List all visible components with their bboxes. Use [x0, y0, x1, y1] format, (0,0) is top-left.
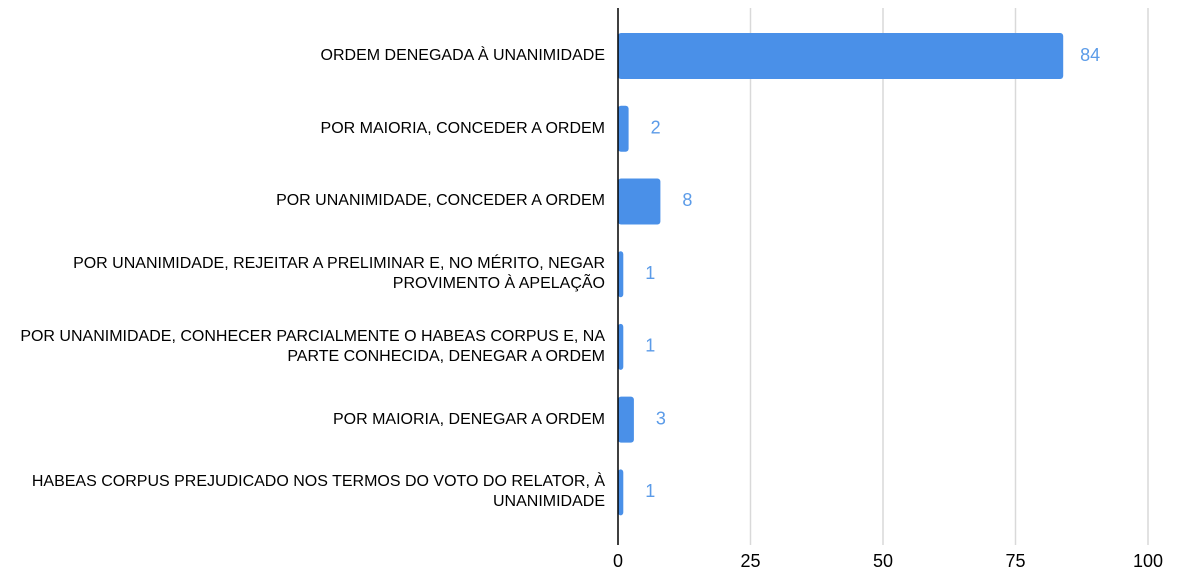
category-label: POR UNANIMIDADE, CONCEDER A ORDEM [276, 192, 605, 210]
x-tick-label: 0 [613, 551, 623, 571]
value-label: 8 [682, 190, 692, 210]
value-label: 84 [1080, 45, 1100, 65]
value-label: 1 [645, 263, 655, 283]
bar [618, 251, 624, 298]
category-label: POR MAIORIA, DENEGAR A ORDEM [332, 410, 605, 428]
category-label: POR UNANIMIDADE, CONHECER PARCIALMENTE O… [20, 327, 605, 365]
x-tick-label: 100 [1133, 551, 1163, 571]
bar [618, 33, 1064, 80]
category-label: HABEAS CORPUS PREJUDICADO NOS TERMOS DO … [31, 473, 605, 511]
value-label: 3 [656, 408, 666, 428]
category-label: POR MAIORIA, CONCEDER A ORDEM [320, 119, 605, 137]
bar [618, 396, 634, 443]
x-tick-label: 50 [873, 551, 893, 571]
value-label: 1 [645, 336, 655, 356]
bar [618, 178, 661, 225]
value-label: 1 [645, 481, 655, 501]
value-label: 2 [651, 118, 661, 138]
x-tick-label: 25 [740, 551, 760, 571]
bar [618, 469, 624, 516]
x-tick-label: 75 [1005, 551, 1025, 571]
category-label: POR UNANIMIDADE, REJEITAR A PRELIMINAR E… [73, 255, 605, 293]
category-label: ORDEM DENEGADA À UNANIMIDADE [320, 47, 605, 65]
bar [618, 105, 629, 152]
bar [618, 323, 624, 370]
